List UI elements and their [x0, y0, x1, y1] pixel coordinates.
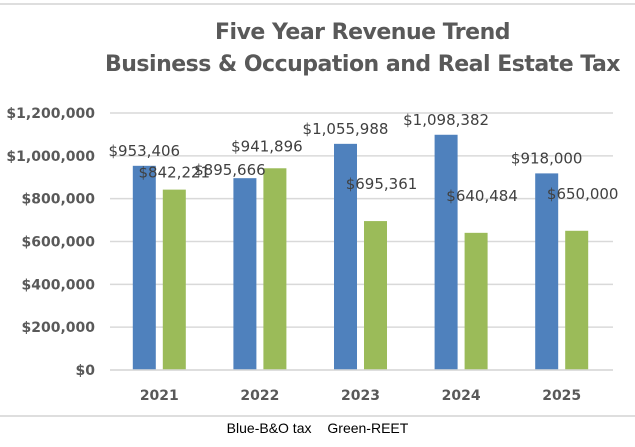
data-label: $695,361 — [346, 175, 418, 193]
data-label: $1,098,382 — [403, 111, 489, 129]
chart-title: Five Year Revenue Trend — [215, 20, 510, 45]
bar-reet-2021 — [162, 189, 186, 370]
legend-item-bo: Blue-B&O tax — [226, 420, 312, 436]
bar-reet-2022 — [263, 168, 287, 370]
bar-bo-2021 — [132, 165, 156, 370]
bar-bo-2024 — [434, 134, 458, 370]
y-tick-label: $400,000 — [21, 277, 95, 293]
x-tick-label: 2021 — [140, 388, 179, 404]
legend-item-reet: Green-REET — [327, 420, 409, 436]
data-label: $650,000 — [547, 185, 619, 203]
bar-bo-2023 — [334, 143, 357, 370]
bar-reet-2023 — [364, 221, 387, 370]
x-tick-label: 2023 — [341, 388, 380, 404]
data-label: $895,666 — [194, 161, 266, 179]
legend: Blue-B&O tax Green-REET — [0, 420, 635, 436]
data-label: $1,055,988 — [303, 120, 389, 138]
data-label: $918,000 — [511, 149, 583, 167]
y-tick-label: $0 — [76, 363, 96, 379]
x-tick-label: 2022 — [240, 388, 279, 404]
y-tick-label: $200,000 — [21, 320, 95, 336]
x-tick-label: 2024 — [442, 388, 481, 404]
data-label: $842,221 — [139, 164, 211, 182]
bottom-border — [0, 415, 635, 417]
data-label: $640,484 — [446, 187, 518, 205]
y-tick-label: $800,000 — [21, 192, 95, 208]
bar-bo-2022 — [233, 178, 257, 370]
chart-subtitle: Business & Occupation and Real Estate Ta… — [105, 52, 621, 77]
data-label: $941,896 — [231, 137, 303, 155]
bar-reet-2025 — [565, 230, 589, 370]
y-tick-label: $1,200,000 — [6, 106, 95, 122]
bar-bo-2025 — [535, 173, 559, 370]
bar-reet-2024 — [464, 232, 488, 370]
x-tick-label: 2025 — [542, 388, 581, 404]
y-tick-label: $1,000,000 — [6, 149, 95, 165]
top-border — [0, 3, 635, 5]
y-tick-label: $600,000 — [21, 235, 95, 251]
data-label: $953,406 — [109, 142, 181, 160]
